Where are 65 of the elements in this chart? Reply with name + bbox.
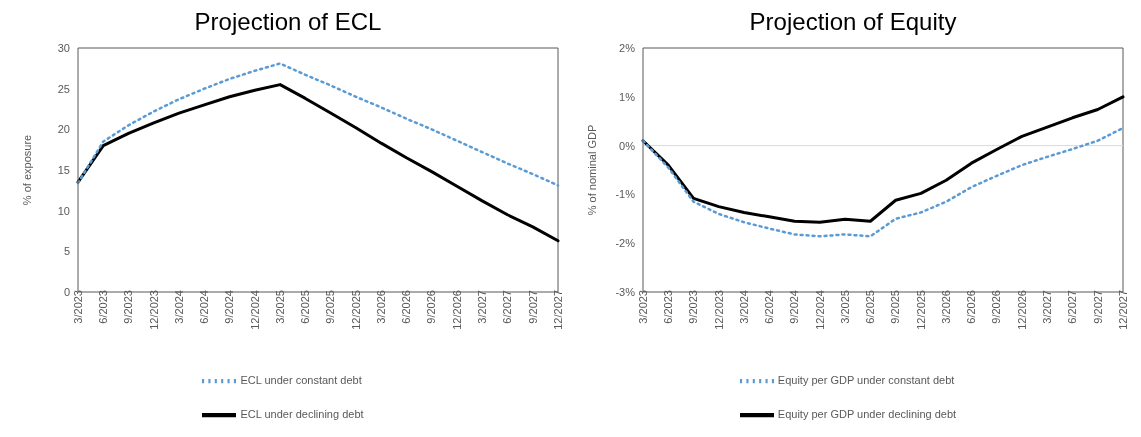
x-tick-label: 12/2026: [450, 290, 463, 330]
chart-title: Projection of Equity: [748, 8, 958, 37]
line-series: [641, 95, 1125, 224]
x-tick-label: 6/2027: [501, 290, 514, 324]
legend-label: ECL under constant debt: [240, 373, 362, 386]
y-tick-label: -2%: [615, 237, 636, 250]
y-tick-label: 5: [63, 245, 70, 258]
x-tick-label: 3/2026: [939, 290, 952, 324]
y-tick-label: 1%: [619, 90, 636, 103]
x-tick-label: 9/2025: [889, 290, 902, 324]
y-axis-title: % of exposure: [20, 134, 33, 206]
x-tick-label: 12/2024: [248, 290, 261, 330]
x-tick-label: 3/2023: [71, 290, 84, 324]
x-tick-label: 6/2024: [198, 290, 211, 324]
x-tick-label: 12/2027: [551, 290, 564, 330]
x-tick-label: 3/2025: [838, 290, 851, 324]
y-axis-title: % of nominal GDP: [585, 124, 598, 216]
x-tick-label: 3/2024: [737, 290, 750, 324]
chart-title: Projection of ECL: [193, 8, 383, 37]
x-tick-label: 6/2027: [1066, 290, 1079, 324]
x-tick-label: 3/2027: [1041, 290, 1054, 324]
x-tick-label: 9/2023: [122, 290, 135, 324]
x-tick-label: 6/2023: [97, 290, 110, 324]
x-tick-label: 9/2026: [990, 290, 1003, 324]
x-tick-label: 12/2023: [147, 290, 160, 330]
x-tick-label: 6/2025: [299, 290, 312, 324]
x-tick-label: 3/2026: [374, 290, 387, 324]
y-tick-label: 2%: [619, 41, 636, 54]
x-tick-label: 9/2026: [425, 290, 438, 324]
legend-label: ECL under declining debt: [240, 407, 364, 420]
x-tick-label: 9/2024: [788, 290, 801, 324]
x-tick-label: 12/2026: [1015, 290, 1028, 330]
x-tick-label: 12/2025: [349, 290, 362, 330]
legend-label: Equity per GDP under constant debt: [777, 373, 955, 386]
x-tick-label: 9/2024: [223, 290, 236, 324]
x-tick-label: 6/2026: [400, 290, 413, 324]
line-series: [76, 83, 560, 243]
y-tick-label: 25: [57, 82, 70, 95]
y-tick-label: 0: [63, 285, 70, 298]
x-tick-label: 12/2025: [914, 290, 927, 330]
x-tick-label: 9/2027: [1091, 290, 1104, 324]
x-tick-label: 6/2023: [662, 290, 675, 324]
x-tick-label: 3/2024: [172, 290, 185, 324]
x-tick-label: 9/2027: [526, 290, 539, 324]
x-tick-label: 3/2025: [273, 290, 286, 324]
x-tick-label: 12/2023: [712, 290, 725, 330]
x-tick-label: 6/2024: [763, 290, 776, 324]
x-tick-label: 9/2025: [324, 290, 337, 324]
y-tick-label: 30: [57, 41, 70, 54]
x-tick-label: 3/2027: [476, 290, 489, 324]
x-tick-label: 6/2026: [965, 290, 978, 324]
line-series: [76, 62, 560, 187]
x-tick-label: 3/2023: [636, 290, 649, 324]
y-tick-label: 15: [57, 163, 70, 176]
x-tick-label: 9/2023: [687, 290, 700, 324]
y-tick-label: 0%: [619, 139, 636, 152]
x-tick-label: 6/2025: [864, 290, 877, 324]
y-tick-label: 10: [57, 204, 70, 217]
line-series: [641, 126, 1125, 238]
y-tick-label: -1%: [615, 188, 636, 201]
x-tick-label: 12/2027: [1116, 290, 1129, 330]
y-tick-label: 20: [57, 123, 70, 136]
legend-label: Equity per GDP under declining debt: [777, 407, 957, 420]
x-tick-label: 12/2024: [813, 290, 826, 330]
y-tick-label: -3%: [615, 285, 636, 298]
